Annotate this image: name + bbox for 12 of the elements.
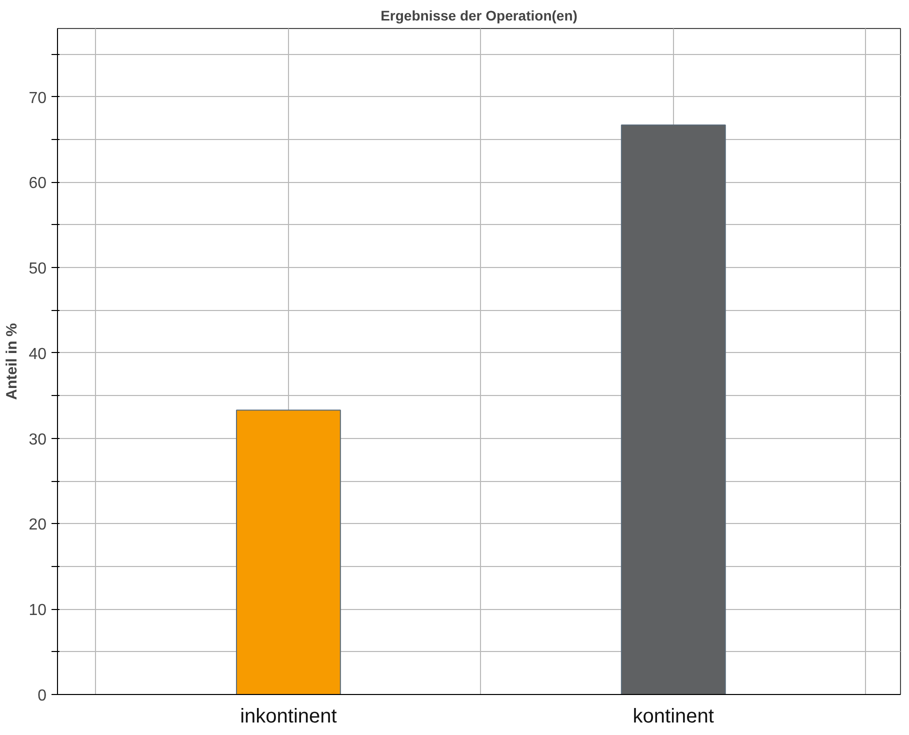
y-tick-label: 40: [28, 346, 47, 363]
y-tick-label: 20: [28, 516, 47, 534]
chart-title: Ergebnisse der Operation(en): [380, 8, 578, 24]
y-tick-label: 0: [38, 688, 47, 704]
y-tick-label: 60: [28, 175, 47, 192]
y-tick-label: 30: [28, 431, 47, 448]
y-axis-title: Anteil in %: [4, 323, 21, 400]
y-tick-label: 10: [28, 602, 47, 620]
x-tick-label: inkontinent: [240, 706, 338, 728]
x-tick-label: kontinent: [632, 706, 714, 728]
y-tick-label: 70: [28, 90, 47, 107]
y-tick-label: 50: [28, 260, 47, 278]
